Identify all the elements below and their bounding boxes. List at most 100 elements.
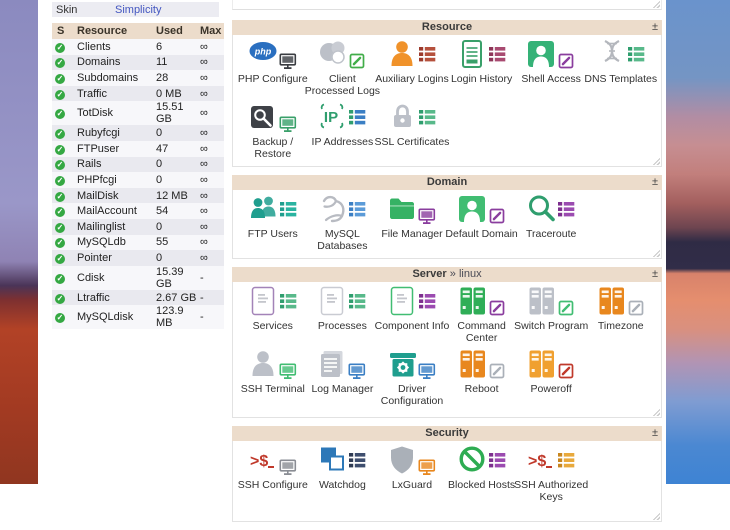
max-cell: ∞ [200, 187, 224, 204]
item-blocked-hosts[interactable]: Blocked Hosts [447, 444, 517, 503]
status-ok-icon: ✓ [55, 129, 65, 140]
max-cell: - [200, 305, 224, 330]
item-ip-addresses[interactable]: IP IP Addresses [308, 101, 378, 160]
item-file-manager[interactable]: File Manager [377, 193, 447, 252]
collapse-icon[interactable]: ± [651, 21, 658, 33]
item-services[interactable]: Services [238, 285, 308, 344]
table-row: ✓ Ltraffic 2.67 GB - [52, 289, 224, 306]
item-label: Command Center [457, 320, 506, 344]
used-cell: 55 [156, 234, 200, 251]
item-ssh-configure[interactable]: >$ SSH Configure [238, 444, 308, 503]
used-cell: 15.39 GB [156, 265, 200, 290]
blocked-hosts-icon [458, 444, 506, 478]
item-driver-configuration[interactable]: Driver Configuration [377, 348, 447, 407]
panel-title: Server [412, 268, 447, 280]
item-label: Auxiliary Logins [375, 73, 449, 85]
item-watchdog[interactable]: Watchdog [308, 444, 378, 503]
item-client-processed-logs[interactable]: Client Processed Logs [305, 38, 380, 97]
desktop-wallpaper-left [0, 0, 38, 484]
status-ok-icon: ✓ [55, 175, 65, 186]
item-shell-access[interactable]: Shell Access [516, 38, 586, 97]
status-cell: ✓ [52, 125, 77, 141]
resize-grip-icon[interactable] [651, 248, 660, 257]
item-mysql-databases[interactable]: MySQL Databases [308, 193, 378, 252]
max-cell: ∞ [200, 39, 224, 55]
table-row: ✓ Rubyfcgi 0 ∞ [52, 125, 224, 141]
used-cell: 11 [156, 54, 200, 71]
panel-body-domain: FTP Users MySQL Databases File Manager Defa… [232, 190, 662, 259]
collapse-icon[interactable]: ± [651, 176, 658, 188]
resource-name-cell: FTPuser [77, 140, 156, 157]
item-poweroff[interactable]: Poweroff [516, 348, 586, 407]
item-label: Reboot [464, 383, 499, 395]
resize-grip-icon[interactable] [651, 0, 660, 8]
panel-stack: Resource ± php PHP Configure Client Processe… [232, 0, 662, 530]
resize-grip-icon[interactable] [651, 156, 660, 165]
status-ok-icon: ✓ [55, 73, 65, 84]
resource-name-cell: Domains [77, 54, 156, 71]
item-lxguard[interactable]: LxGuard [377, 444, 447, 503]
mysql-databases-icon [318, 193, 366, 227]
lxguard-icon [388, 444, 436, 478]
shell-access-icon [527, 38, 575, 72]
used-cell: 54 [156, 203, 200, 219]
max-cell: ∞ [200, 218, 224, 235]
svg-text:php: php [254, 47, 272, 57]
used-cell: 28 [156, 70, 200, 86]
item-switch-program[interactable]: Switch Program [514, 285, 588, 344]
status-ok-icon: ✓ [55, 58, 65, 69]
resize-grip-icon[interactable] [651, 511, 660, 520]
resource-usage-sidebar: Skin Simplicity S Resource Used Max ✓ Cli… [52, 2, 224, 330]
item-component-info[interactable]: Component Info [375, 285, 449, 344]
panel-resource: Resource ± php PHP Configure Client Processe… [232, 20, 662, 167]
item-backup-restore[interactable]: Backup / Restore [238, 101, 308, 160]
item-label: Processes [317, 320, 367, 332]
item-dns-templates[interactable]: DNS Templates [584, 38, 657, 97]
panel-title: Domain [426, 176, 468, 188]
item-ssh-terminal[interactable]: SSH Terminal [238, 348, 308, 407]
auxiliary-logins-icon [388, 38, 436, 72]
collapse-icon[interactable]: ± [651, 268, 658, 280]
status-cell: ✓ [52, 39, 77, 55]
table-header-row: S Resource Used Max [52, 23, 224, 39]
skin-value-link[interactable]: Simplicity [115, 3, 162, 16]
table-row: ✓ MySQLdb 55 ∞ [52, 234, 224, 251]
status-cell: ✓ [52, 305, 77, 330]
item-php-configure[interactable]: php PHP Configure [238, 38, 308, 97]
item-processes[interactable]: Processes [308, 285, 378, 344]
command-center-icon [458, 285, 506, 319]
item-command-center[interactable]: Command Center [447, 285, 517, 344]
resize-grip-icon[interactable] [651, 407, 660, 416]
column-header-max: Max [200, 23, 224, 39]
item-auxiliary-logins[interactable]: Auxiliary Logins [375, 38, 449, 97]
status-cell: ✓ [52, 172, 77, 188]
item-login-history[interactable]: Login History [447, 38, 517, 97]
item-log-manager[interactable]: Log Manager [308, 348, 378, 407]
max-cell: ∞ [200, 70, 224, 86]
used-cell: 47 [156, 140, 200, 157]
max-cell: ∞ [200, 54, 224, 71]
item-ssl-certificates[interactable]: SSL Certificates [375, 101, 449, 160]
item-default-domain[interactable]: Default Domain [445, 193, 518, 252]
status-ok-icon: ✓ [55, 144, 65, 155]
status-cell: ✓ [52, 218, 77, 235]
max-cell: ∞ [200, 156, 224, 173]
dns-templates-icon [597, 38, 645, 72]
item-ssh-authorized-keys[interactable]: >$ SSH Authorized Keys [514, 444, 588, 503]
column-header-used: Used [156, 23, 200, 39]
item-ftp-users[interactable]: FTP Users [238, 193, 308, 252]
driver-configuration-icon [388, 348, 436, 382]
max-cell: - [200, 265, 224, 290]
item-label: Timezone [597, 320, 644, 332]
status-ok-icon: ✓ [55, 273, 65, 284]
item-timezone[interactable]: Timezone [586, 285, 656, 344]
item-reboot[interactable]: Reboot [447, 348, 517, 407]
status-ok-icon: ✓ [55, 89, 65, 100]
item-traceroute[interactable]: Traceroute [516, 193, 586, 252]
item-label: Poweroff [530, 383, 572, 395]
used-cell: 12 MB [156, 187, 200, 204]
panel-security: Security ± >$ SSH Configure Watchdog LxGuard B… [232, 426, 662, 522]
collapse-icon[interactable]: ± [651, 427, 658, 439]
item-label: SSH Terminal [240, 383, 305, 395]
status-cell: ✓ [52, 289, 77, 306]
